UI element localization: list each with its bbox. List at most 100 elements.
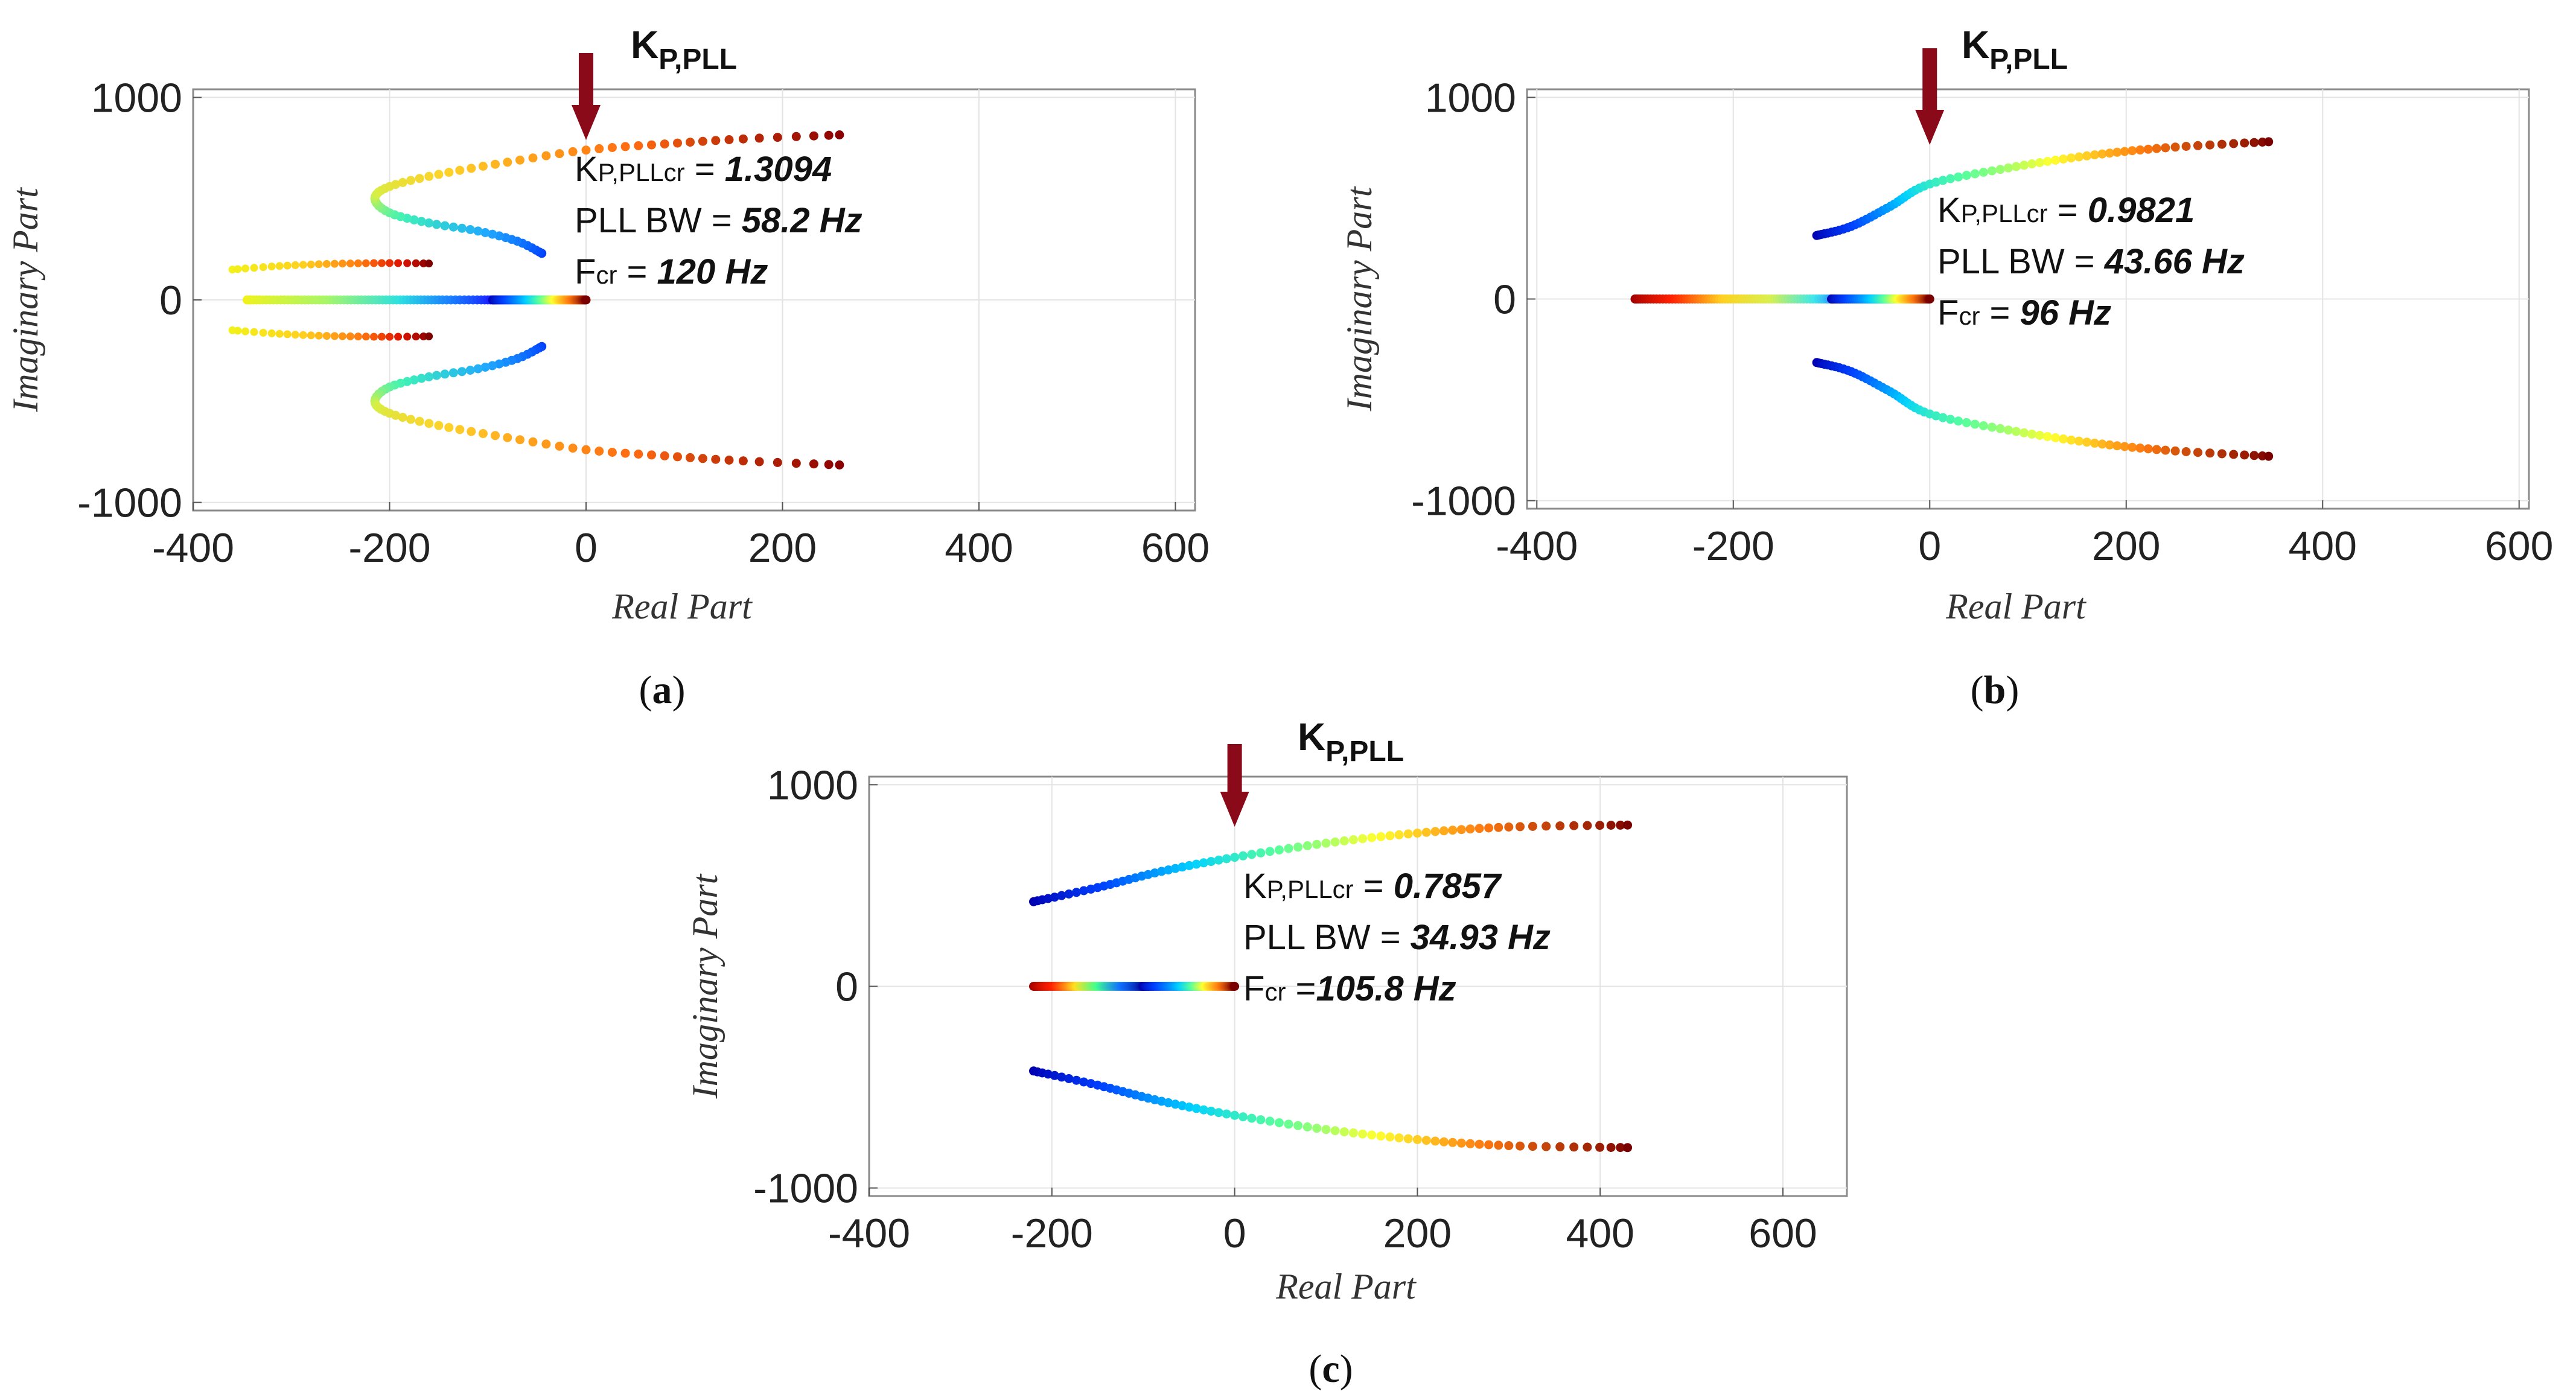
data-point (1358, 1129, 1368, 1139)
data-point (568, 444, 578, 453)
data-point (259, 328, 267, 337)
data-point (1465, 824, 1475, 834)
series-lower-main-branch (370, 342, 844, 469)
data-point (1623, 820, 1633, 830)
x-tick-label: 600 (1749, 1211, 1817, 1256)
data-point (455, 425, 465, 434)
data-point (2112, 441, 2122, 451)
data-point (1214, 1108, 1223, 1118)
data-point (620, 448, 630, 458)
data-point (2161, 445, 2170, 455)
x-tick-label: 200 (748, 525, 817, 571)
data-point (1484, 823, 1494, 833)
data-point (660, 451, 669, 460)
data-point (1178, 862, 1187, 872)
data-point (528, 153, 538, 163)
data-point (2205, 140, 2214, 150)
series-lower-branch (1029, 1066, 1633, 1153)
data-point (1555, 821, 1565, 831)
data-point (314, 260, 323, 269)
x-tick-label: 0 (1918, 523, 1941, 569)
kp-arrow (1220, 744, 1249, 827)
data-point (1412, 1134, 1422, 1144)
data-point (2120, 147, 2129, 156)
data-point (1367, 1130, 1377, 1140)
data-point (773, 457, 782, 467)
data-point (2035, 431, 2044, 440)
x-axis-label: Real Part (611, 587, 753, 626)
data-point (2020, 428, 2029, 438)
data-point (1606, 1143, 1616, 1152)
data-point (1312, 839, 1322, 849)
annotation-line: PLL BW = 43.66 Hz (1937, 242, 2245, 281)
data-point (595, 144, 604, 153)
data-point (2112, 147, 2122, 157)
data-point (1164, 865, 1173, 875)
data-point (409, 375, 419, 385)
data-point (1938, 176, 1948, 185)
data-point (634, 141, 643, 150)
data-point (1394, 1133, 1404, 1143)
data-point (2217, 449, 2227, 459)
data-point (2135, 145, 2145, 154)
data-point (2249, 138, 2259, 147)
data-point (455, 165, 465, 175)
data-point (1938, 413, 1948, 422)
data-point (444, 422, 454, 432)
data-point (1256, 848, 1266, 858)
data-point (1184, 1102, 1194, 1112)
data-point (1516, 1141, 1525, 1151)
data-point (1494, 1141, 1503, 1150)
data-point (1541, 821, 1551, 831)
data-point (2097, 439, 2107, 449)
data-point (2082, 151, 2092, 161)
data-point (698, 136, 707, 146)
data-point (824, 130, 834, 140)
data-point (2074, 436, 2084, 446)
kp-label: KP,PLL (1298, 715, 1404, 768)
data-point (1504, 1141, 1514, 1150)
data-point (291, 261, 299, 269)
data-point (2043, 157, 2052, 166)
y-tick-label: 0 (835, 964, 858, 1010)
data-point (2120, 442, 2129, 451)
data-point (1230, 1110, 1240, 1120)
data-point (1448, 826, 1458, 835)
series-lower-short-branch (228, 326, 433, 341)
y-tick-label: 1000 (1425, 75, 1516, 121)
data-point (634, 450, 643, 459)
data-point (555, 441, 564, 451)
data-point (2152, 445, 2161, 454)
data-point (1222, 854, 1231, 864)
data-point (773, 133, 782, 142)
data-point (541, 151, 551, 161)
data-point (1230, 853, 1240, 862)
data-point (1071, 1075, 1081, 1085)
data-point (2035, 158, 2044, 167)
data-point (234, 326, 242, 335)
data-point (1191, 859, 1201, 869)
data-point (835, 130, 844, 139)
data-point (398, 413, 407, 422)
y-axis-label: Imaginary Part (1339, 186, 1379, 412)
data-point (1247, 850, 1257, 859)
data-point (478, 429, 488, 438)
data-point (1157, 1096, 1166, 1106)
data-point (362, 332, 370, 341)
data-point (1064, 889, 1074, 899)
data-point (1150, 1095, 1159, 1104)
data-point (809, 131, 818, 141)
data-point (2181, 142, 2191, 151)
data-point (1494, 822, 1503, 832)
data-point (1178, 1101, 1187, 1110)
data-point (1170, 1099, 1180, 1109)
data-point (1987, 166, 1997, 176)
data-point (1421, 1136, 1431, 1145)
data-point (403, 259, 412, 267)
data-point (1199, 1105, 1208, 1115)
data-point (338, 332, 346, 340)
data-point (425, 332, 433, 340)
x-tick-label: -200 (1692, 523, 1774, 569)
data-point (338, 259, 346, 268)
data-point (1528, 1142, 1537, 1151)
